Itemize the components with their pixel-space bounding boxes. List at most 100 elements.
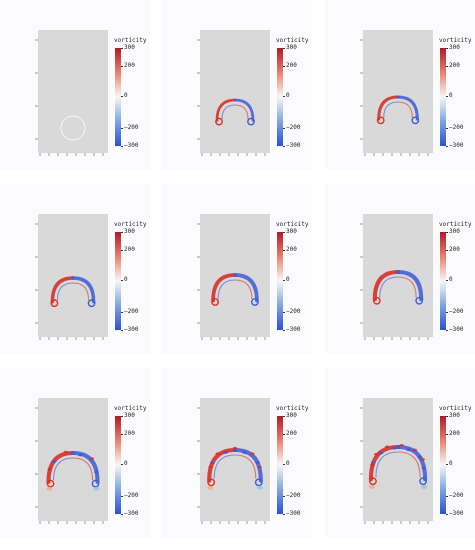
colorbar-tick-mark <box>121 48 123 49</box>
colorbar <box>277 48 283 146</box>
colorbar <box>440 416 446 514</box>
vorticity-plot <box>200 398 270 521</box>
eddy <box>63 450 69 454</box>
colorbar <box>115 48 121 146</box>
left-rollup <box>368 477 377 486</box>
right-rollup <box>415 296 424 305</box>
colorbar-tick-label: −200 <box>449 308 464 315</box>
eddy <box>378 451 384 455</box>
colorbar-title: vorticity <box>439 221 472 228</box>
colorbar-tick-mark <box>446 496 448 497</box>
colorbar <box>440 48 446 146</box>
colorbar-tick-mark <box>446 514 448 515</box>
vorticity-field <box>376 95 420 125</box>
colorbar-tick-mark <box>121 416 123 417</box>
colorbar-tick-mark <box>283 496 285 497</box>
colorbar-tick-mark <box>283 146 285 147</box>
inner-left-arc <box>383 101 399 118</box>
eddy <box>257 465 262 469</box>
colorbar-tick-label: 300 <box>449 44 460 51</box>
inner-left-arc <box>56 282 74 301</box>
colorbar-tick-mark <box>446 250 448 251</box>
cap-left-arc <box>211 273 237 303</box>
inner-right-arc <box>397 451 421 478</box>
inner-left-arc <box>375 451 399 478</box>
panel-6: vorticity 300 200 0 −200 −300 <box>325 184 475 354</box>
inner-left-arc <box>52 457 74 481</box>
colorbar-tick-label: −200 <box>449 124 464 131</box>
cap-right-arc <box>395 444 428 482</box>
colorbar-tick-label: 300 <box>124 412 135 419</box>
right-rollup <box>247 117 255 126</box>
plot-svg <box>215 98 255 126</box>
vorticity-field <box>368 443 428 489</box>
colorbar-tick-mark <box>121 280 123 281</box>
colorbar-tick-label: −300 <box>124 142 139 149</box>
colorbar-tick-label: 200 <box>124 62 135 69</box>
colorbar-tick-label: 200 <box>449 62 460 69</box>
colorbar-tick-label: −200 <box>286 308 301 315</box>
colorbar-tick-mark <box>446 434 448 435</box>
eddy <box>232 446 238 450</box>
eddy <box>94 470 99 474</box>
vorticity-plot <box>363 30 433 153</box>
cap-right-arc <box>232 447 263 483</box>
colorbar-tick-mark <box>121 128 123 129</box>
colorbar-tick-mark <box>283 280 285 281</box>
colorbar-tick-label: −200 <box>286 492 301 499</box>
colorbar-tick-mark <box>283 250 285 251</box>
colorbar-tick-mark <box>283 312 285 313</box>
panel-5: vorticity 300 200 0 −200 −300 <box>162 184 312 354</box>
plot-svg <box>376 95 420 125</box>
colorbar-title: vorticity <box>114 221 147 228</box>
eddy <box>421 466 426 470</box>
eddy <box>250 452 255 455</box>
colorbar-tick-label: 200 <box>286 430 297 437</box>
colorbar-tick-label: 0 <box>449 92 453 99</box>
right-rollup <box>254 478 263 487</box>
vorticity-plot <box>38 30 108 153</box>
colorbar-tick-label: 200 <box>124 246 135 253</box>
colorbar-tick-mark <box>446 146 448 147</box>
colorbar <box>277 416 283 514</box>
eddy <box>399 443 404 447</box>
cap-left-arc <box>215 98 237 122</box>
left-rollup <box>215 117 223 126</box>
colorbar-tick-label: −200 <box>286 124 301 131</box>
eddy <box>51 460 57 463</box>
left-rollup <box>46 479 55 488</box>
colorbar-tick-label: −200 <box>124 124 139 131</box>
eddy <box>385 445 390 449</box>
colorbar-tick-label: −300 <box>124 326 139 333</box>
eddy <box>420 458 425 461</box>
eddy <box>406 448 411 452</box>
colorbar <box>440 232 446 330</box>
right-blob <box>421 484 428 489</box>
panel-7: vorticity 300 200 0 −200 −300 <box>0 368 150 538</box>
left-blob <box>368 484 375 489</box>
eddy <box>223 451 228 454</box>
vorticity-plot <box>200 30 270 153</box>
right-rollup <box>251 298 259 306</box>
inner-right-arc <box>397 276 417 298</box>
colorbar-tick-mark <box>121 514 123 515</box>
inner-left-arc <box>379 276 399 298</box>
colorbar-tick-label: 300 <box>449 412 460 419</box>
eddy <box>417 455 422 459</box>
inner-left-arc <box>217 279 236 300</box>
eddy <box>89 457 95 460</box>
colorbar <box>115 232 121 330</box>
vorticity-field <box>211 273 259 306</box>
eddy <box>371 461 376 464</box>
colorbar-tick-mark <box>283 514 285 515</box>
colorbar-tick-mark <box>283 48 285 49</box>
eddy <box>210 461 215 465</box>
colorbar-tick-mark <box>121 96 123 97</box>
colorbar-tick-label: 0 <box>449 460 453 467</box>
colorbar-tick-mark <box>446 280 448 281</box>
colorbar-tick-label: 200 <box>286 62 297 69</box>
vorticity-field <box>215 98 255 126</box>
cap-right-arc <box>233 98 255 122</box>
colorbar-tick-mark <box>283 416 285 417</box>
cap-right-arc <box>71 276 96 304</box>
